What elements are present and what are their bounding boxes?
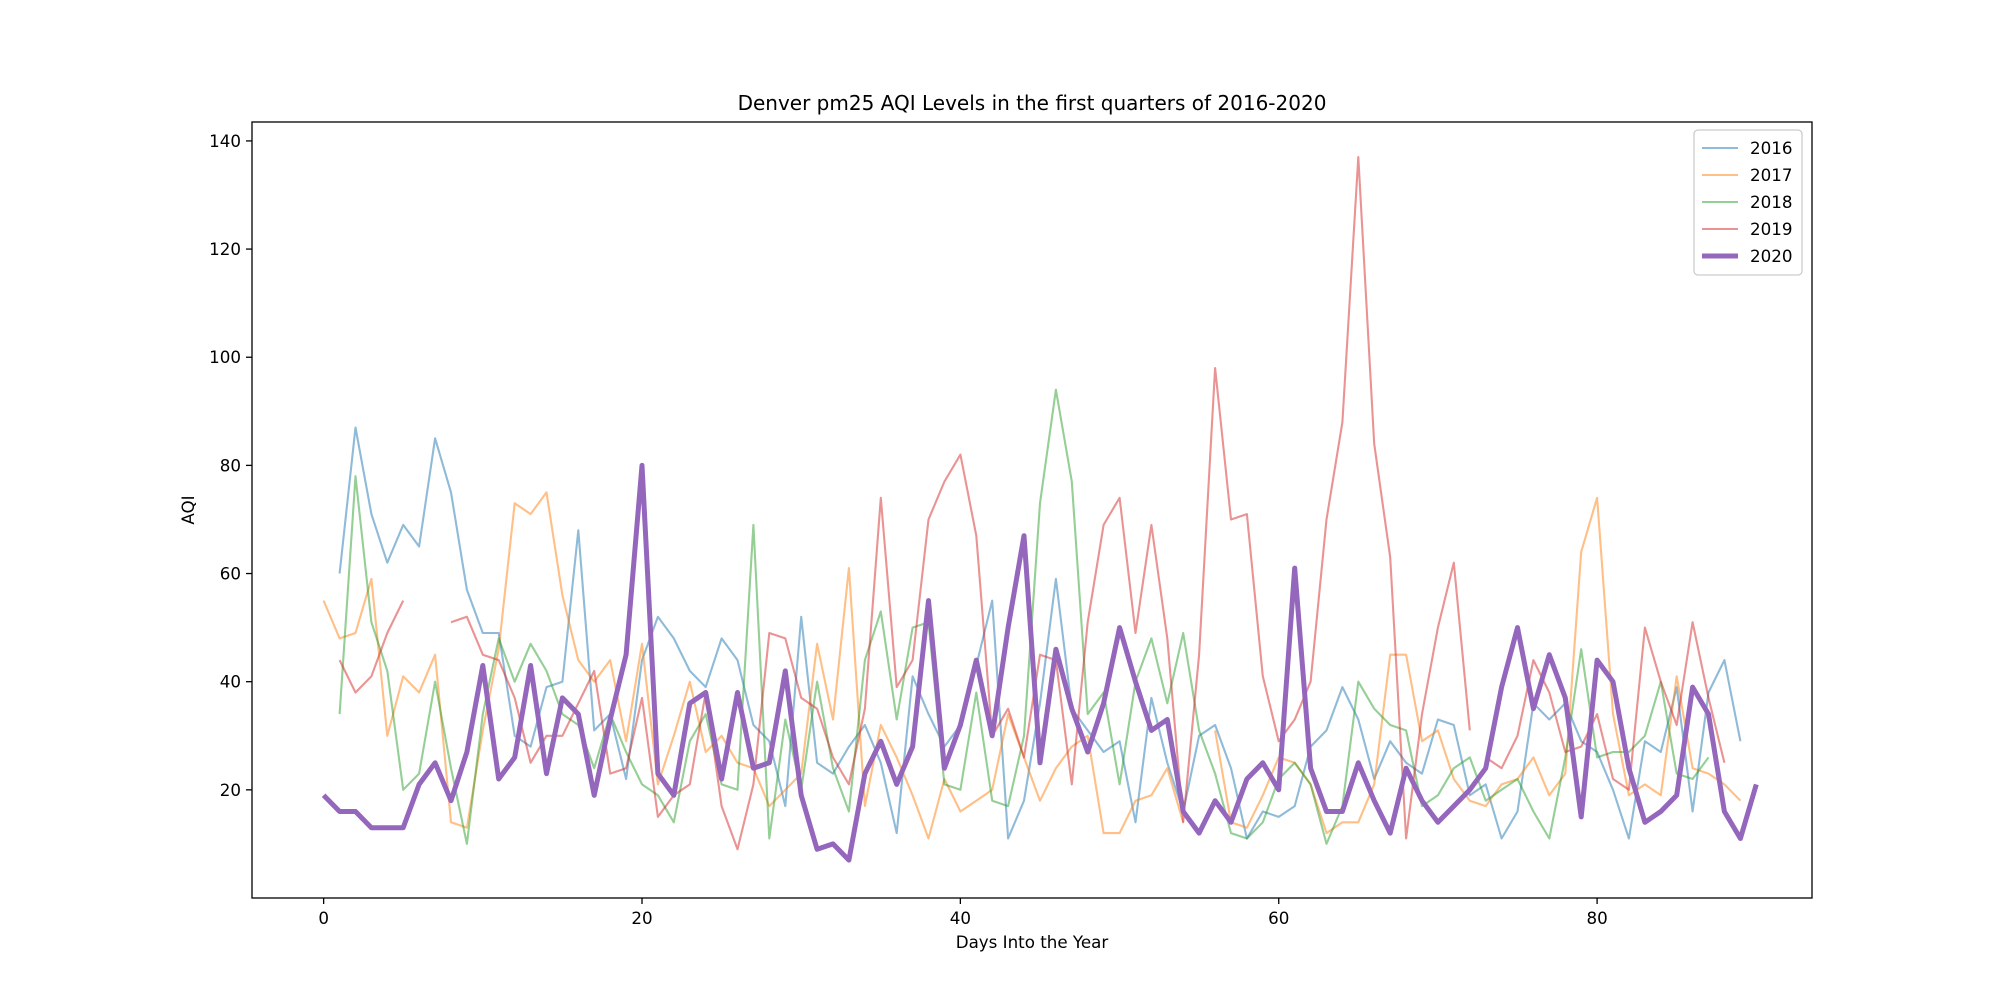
series-line-2020-segment-1	[321, 462, 1759, 863]
series-line-2019-segment-1	[338, 600, 405, 694]
x-tick-label: 60	[1268, 908, 1289, 928]
x-ticks: 0 20 40 60 80	[318, 898, 1608, 928]
legend-label-2020: 2020	[1750, 246, 1792, 266]
series-layer	[321, 156, 1759, 863]
x-tick-label: 20	[631, 908, 652, 928]
legend-label-2018: 2018	[1750, 192, 1792, 212]
x-tick-label: 40	[950, 908, 971, 928]
legend-label-2016: 2016	[1750, 138, 1792, 158]
x-axis-label: Days Into the Year	[956, 932, 1109, 952]
series-2020	[321, 462, 1759, 863]
y-tick-label: 60	[220, 564, 241, 584]
y-axis-label: AQI	[178, 495, 198, 524]
series-2018	[338, 388, 1710, 845]
series-line-2016-segment-1	[338, 426, 1742, 840]
series-line-2018-segment-1	[338, 388, 1710, 845]
y-ticks: 20 40 60 80 100 120 140	[209, 131, 252, 800]
series-2016	[338, 426, 1742, 840]
y-tick-label: 40	[220, 672, 241, 692]
legend-label-2019: 2019	[1750, 219, 1792, 239]
x-tick-label: 0	[318, 908, 329, 928]
plot-frame	[251, 121, 1813, 899]
legend-box	[1693, 129, 1803, 276]
y-tick-label: 20	[220, 780, 241, 800]
legend-label-2017: 2017	[1750, 165, 1792, 185]
series-2019	[338, 156, 1726, 851]
axes-layer	[251, 121, 1813, 899]
x-tick-label: 80	[1586, 908, 1607, 928]
y-tick-label: 80	[220, 455, 241, 475]
series-line-2019-segment-2	[450, 156, 1471, 851]
legend: 2016 2017 2018 2019 2020	[1693, 129, 1803, 276]
chart-title: Denver pm25 AQI Levels in the first quar…	[738, 91, 1327, 115]
y-tick-label: 100	[209, 347, 241, 367]
y-tick-label: 140	[209, 131, 241, 151]
y-tick-label: 120	[209, 239, 241, 259]
series-line-2019-segment-3	[1485, 621, 1726, 791]
